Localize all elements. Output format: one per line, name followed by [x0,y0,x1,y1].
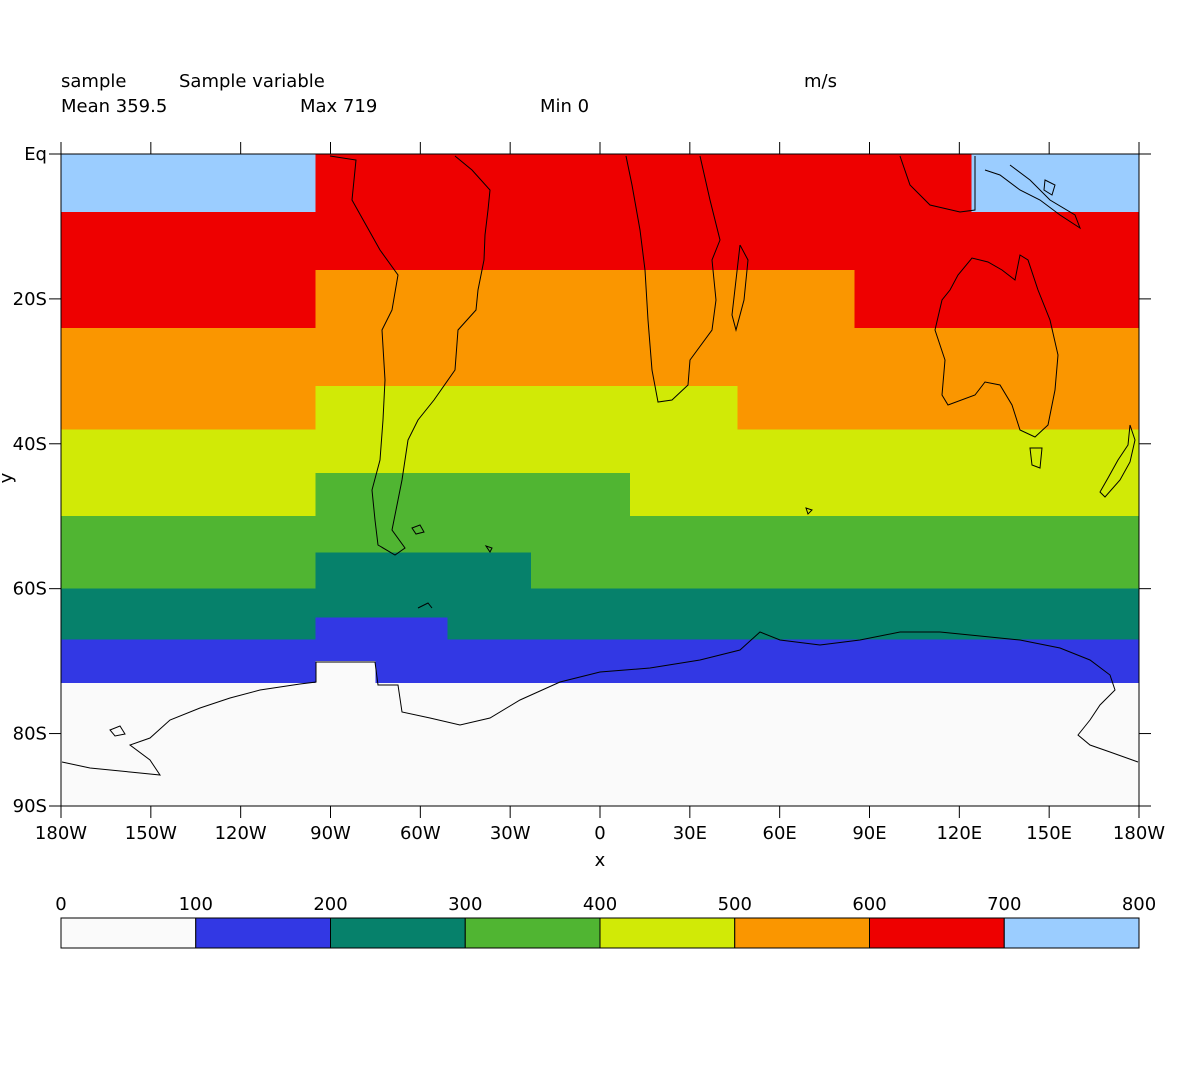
x-axis-label: x [595,850,606,871]
heatmap-cell-15 [61,516,1139,553]
x-tick-label-4: 60W [400,823,441,844]
heatmap-cell-4 [61,269,316,328]
colorbar-label-2: 200 [313,894,347,915]
heatmap-cell-25 [315,661,376,683]
heatmap-cell-18 [531,552,1139,589]
colorbar-swatch-1 [195,917,331,949]
x-tick-label-9: 90E [852,823,886,844]
x-tick-label-3: 90W [310,823,351,844]
x-tick-label-11: 150E [1026,823,1072,844]
heatmap-cell-23 [61,639,1139,662]
x-tick-label-10: 120E [936,823,982,844]
heatmap-cell-7 [61,327,1139,386]
heatmap-cell-1 [315,154,972,212]
colorbar-swatch-7 [1003,917,1140,949]
variable-long-name: Sample variable [179,71,325,92]
colorbar-label-3: 300 [448,894,482,915]
heatmap-cell-20 [61,617,316,640]
mean-value: Mean 359.5 [61,96,168,117]
y-axis-ticks: Eq 20S 40S 60S 80S 90S [13,144,1151,817]
colorbar-swatch-5 [734,917,870,949]
x-tick-label-1: 150W [125,823,177,844]
x-axis-ticks: 180W 150W 120W 90W 60W 30W 0 30E 60E 90E 120E 150E 1… [35,142,1165,844]
heatmap-cell-24 [61,661,316,683]
heatmap-cell-12 [61,472,316,517]
heatmap-cell-6 [854,269,1139,328]
y-tick-label-4: 80S [13,724,47,745]
colorbar-swatch-2 [330,917,466,949]
min-value: Min 0 [540,96,590,117]
colorbar-swatch-3 [464,917,601,949]
heatmap-cell-9 [315,385,738,430]
colorbar-label-4: 400 [583,894,617,915]
heatmap-cell-11 [61,429,1139,473]
colorbar-swatch-0 [60,917,197,949]
colorbar-label-6: 600 [852,894,886,915]
colorbar-label-8: 800 [1122,894,1156,915]
heatmap-cell-19 [61,588,1139,618]
colorbar-swatch-6 [869,917,1005,949]
coastline [61,155,1139,776]
heatmap-cell-0 [61,154,316,212]
heatmap-cell-26 [375,661,1140,683]
colorbar-label-7: 700 [987,894,1021,915]
variable-units: m/s [804,71,837,92]
x-tick-label-2: 120W [215,823,267,844]
heatmap-cell-10 [737,385,1139,430]
heatmap-cell-2 [971,154,1139,212]
heatmap-cell-21 [315,617,448,640]
heatmap-cell-14 [629,472,1139,517]
heatmap-cell-13 [315,472,630,517]
y-tick-label-5: 90S [13,796,47,817]
colorbar: 0 100 200 300 400 500 600 700 800 [55,894,1156,949]
y-tick-label-0: Eq [24,144,47,165]
max-value: Max 719 [300,96,378,117]
variable-name: sample [61,71,127,92]
x-tick-label-0: 180W [35,823,87,844]
y-axis-label: y [0,472,17,483]
heatmap-cell-16 [61,552,316,589]
colorbar-label-0: 0 [55,894,66,915]
x-tick-label-5: 30W [490,823,531,844]
x-tick-label-7: 30E [673,823,707,844]
y-tick-label-2: 40S [13,434,47,455]
colorbar-swatch-4 [599,917,736,949]
colorbar-label-1: 100 [179,894,213,915]
heatmap-cells [61,154,1140,806]
heatmap-cell-17 [315,552,532,589]
y-tick-label-1: 20S [13,289,47,310]
heatmap-cell-8 [61,385,316,430]
heatmap-cell-5 [315,269,855,328]
x-tick-label-6: 0 [594,823,605,844]
heatmap-cell-22 [447,617,1139,640]
x-tick-label-12: 180W [1113,823,1165,844]
y-tick-label-3: 60S [13,579,47,600]
heatmap-cell-27 [61,682,1139,806]
heatmap-cell-3 [61,211,1139,270]
x-tick-label-8: 60E [763,823,797,844]
colorbar-label-5: 500 [718,894,752,915]
